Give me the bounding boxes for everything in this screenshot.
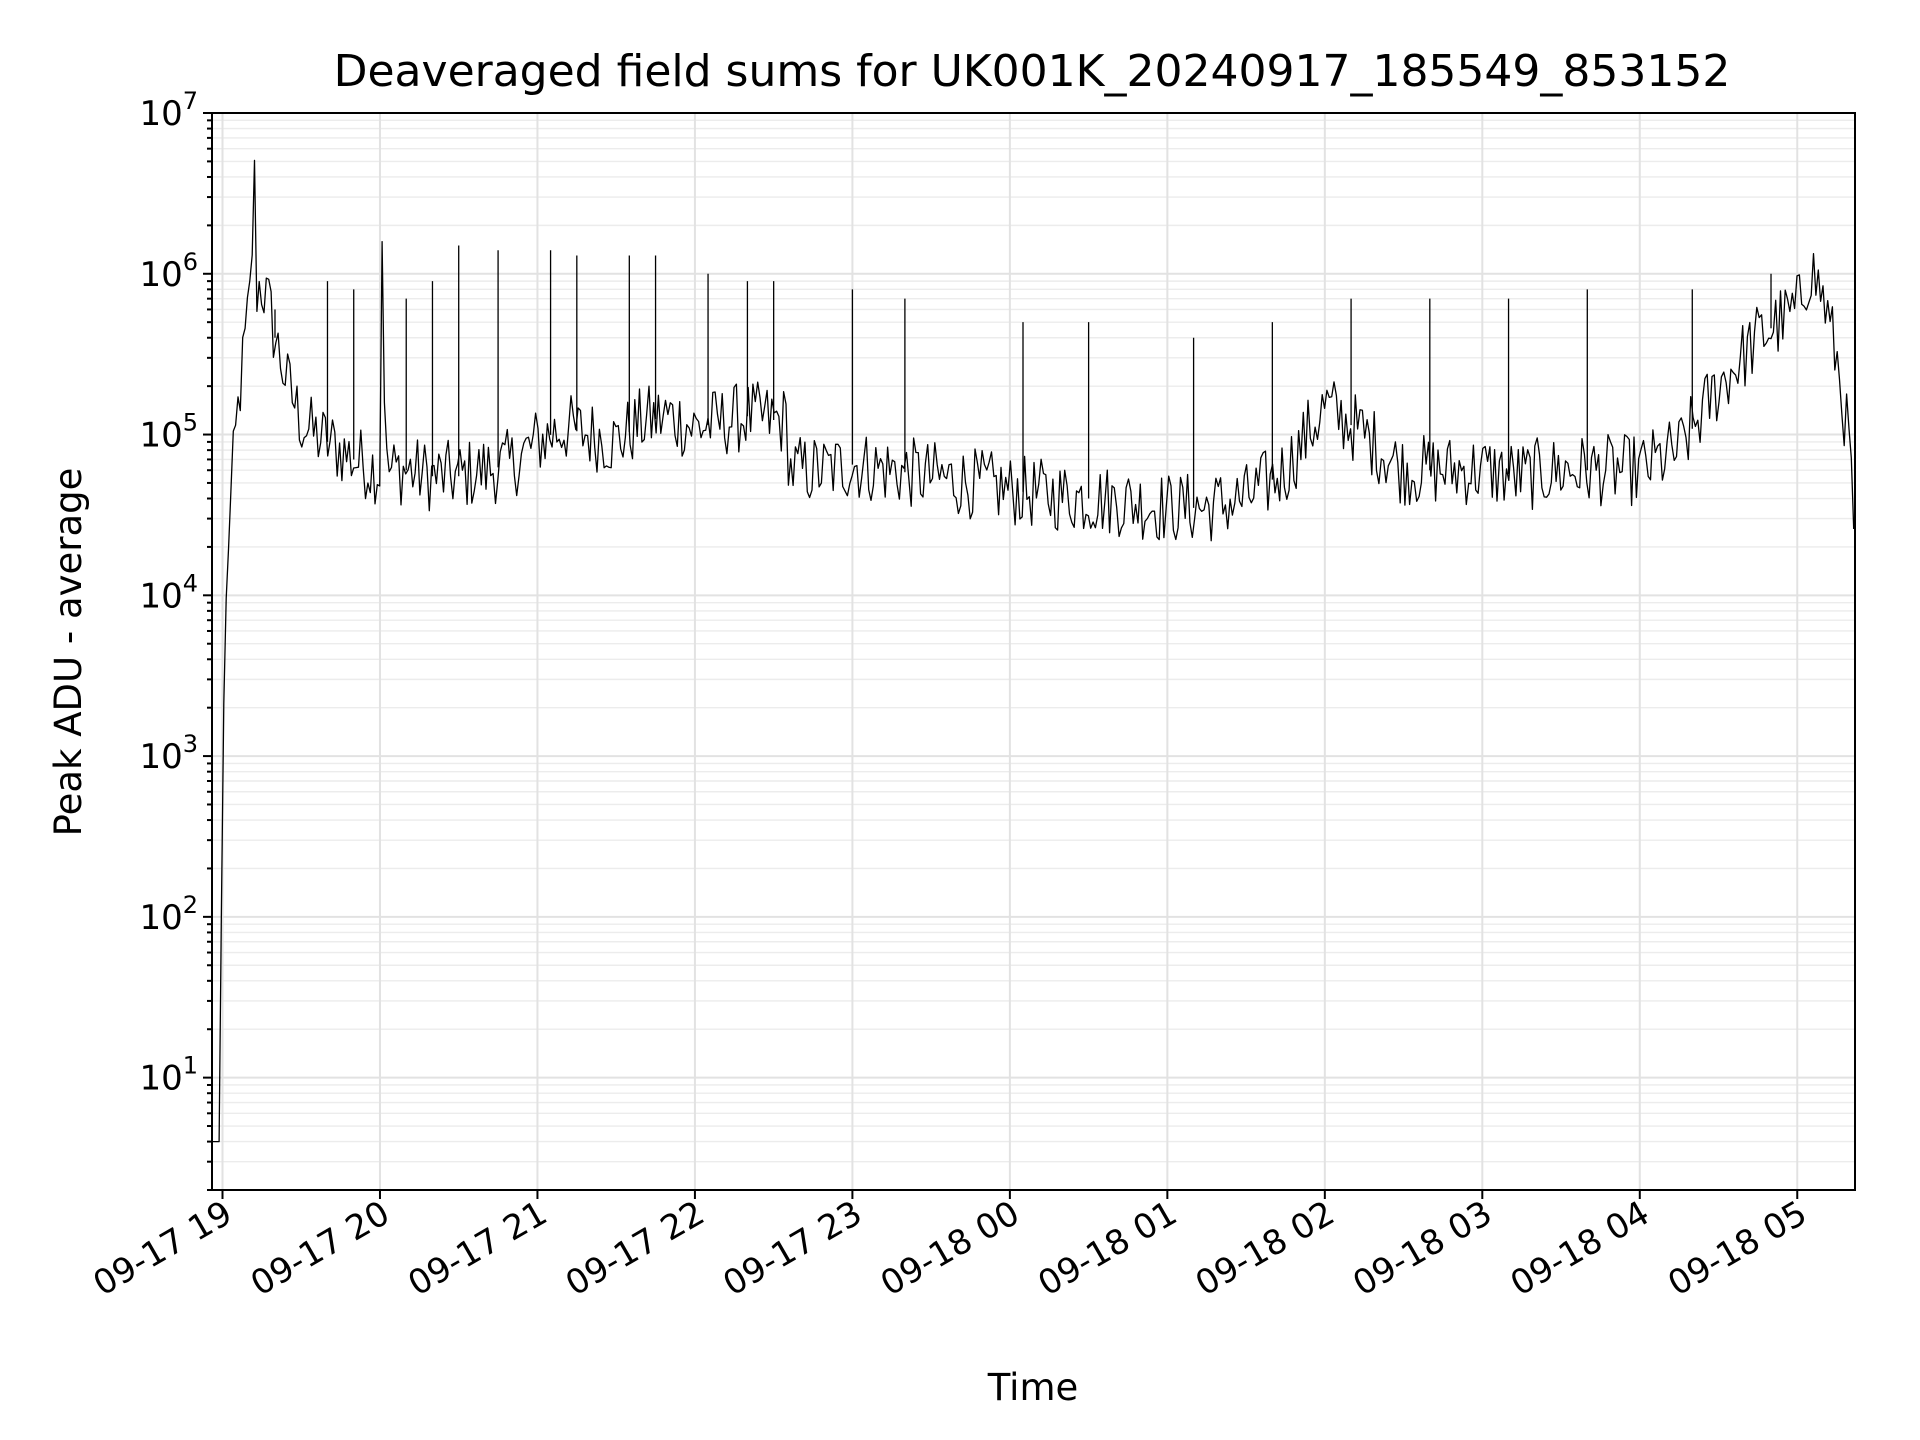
y-tick-label-exponent: 5 — [183, 409, 198, 437]
y-tick-label: 104 — [139, 569, 198, 616]
y-tick-label: 107 — [139, 87, 198, 134]
series-line — [212, 159, 1855, 1143]
y-tick-label-exponent: 2 — [183, 891, 198, 919]
y-tick-label-exponent: 4 — [183, 569, 198, 597]
y-tick-label-exponent: 3 — [183, 730, 198, 758]
y-tick-label: 101 — [139, 1052, 198, 1099]
y-tick-label: 105 — [139, 409, 198, 456]
x-axis-label: Time — [987, 1366, 1079, 1409]
y-tick-label-base: 10 — [139, 416, 182, 456]
y-tick-label: 106 — [139, 248, 198, 295]
y-tick-label-exponent: 6 — [183, 248, 198, 276]
plot-frame — [211, 112, 1856, 1191]
y-tick-label-exponent: 1 — [183, 1052, 198, 1080]
grid — [212, 112, 1855, 1191]
y-tick-label-base: 10 — [139, 576, 182, 616]
y-tick-label-base: 10 — [139, 255, 182, 295]
y-tick-label-base: 10 — [139, 898, 182, 938]
y-axis-label: Peak ADU - average — [47, 468, 90, 837]
chart-title: Deaveraged field sums for UK001K_2024091… — [334, 46, 1731, 97]
y-tick-label: 102 — [139, 891, 198, 938]
y-tick-label-base: 10 — [139, 1059, 182, 1099]
y-tick-label: 103 — [139, 730, 198, 777]
y-tick-label-exponent: 7 — [183, 87, 198, 115]
y-tick-label-base: 10 — [139, 94, 182, 134]
y-tick-label-base: 10 — [139, 737, 182, 777]
